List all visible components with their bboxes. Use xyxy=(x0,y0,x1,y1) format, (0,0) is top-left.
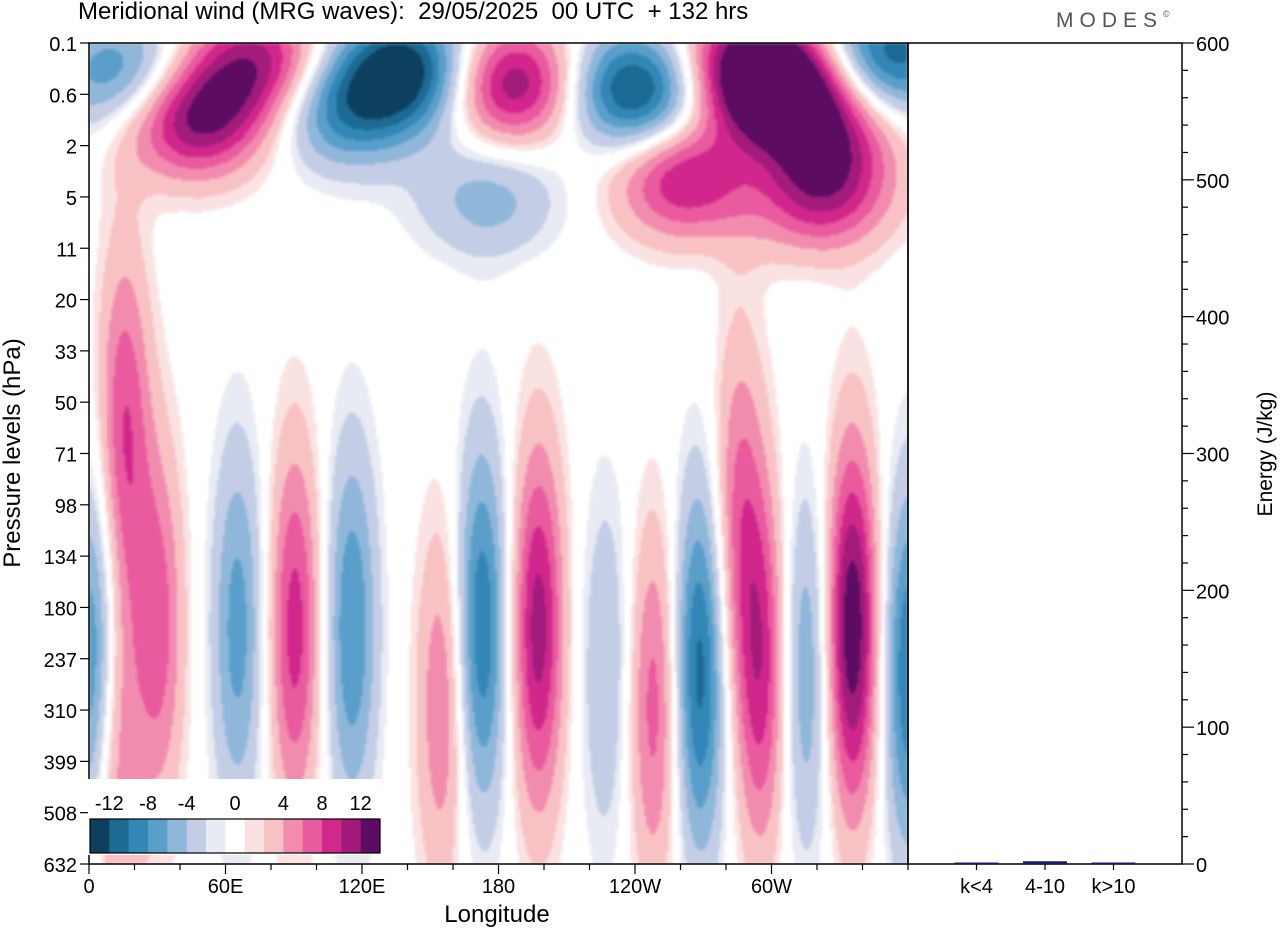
energy-tick-label: 200 xyxy=(1196,581,1229,603)
colorbar-swatch xyxy=(225,819,246,853)
y-tick-label: 50 xyxy=(55,393,77,415)
energy-tick-label: 600 xyxy=(1196,34,1229,56)
colorbar-swatch xyxy=(148,819,168,853)
energy-bar xyxy=(1091,862,1136,864)
colorbar-swatch xyxy=(244,819,265,853)
colorbar-label: -4 xyxy=(178,793,196,815)
energy-tick-label: 400 xyxy=(1196,308,1229,330)
energy-category-label: k<4 xyxy=(960,876,993,898)
x-tick-label: 180 xyxy=(482,876,515,898)
colorbar-swatch xyxy=(360,819,381,853)
y-tick-label: 399 xyxy=(44,752,77,774)
energy-tick-label: 100 xyxy=(1196,718,1229,740)
chart-title: Meridional wind (MRG waves): 29/05/2025 … xyxy=(78,0,749,25)
colorbar-swatch xyxy=(341,819,362,853)
colorbar-label: 0 xyxy=(229,793,240,815)
heatmap-field xyxy=(89,43,908,864)
energy-tick-label: 500 xyxy=(1196,171,1229,193)
x-tick-label: 60W xyxy=(751,876,792,898)
colorbar-label: 12 xyxy=(350,793,372,815)
y-tick-label: 20 xyxy=(55,291,77,313)
x-tick-label: 0 xyxy=(83,876,94,898)
energy-category-label: k>10 xyxy=(1092,876,1136,898)
y-tick-label: 0.6 xyxy=(49,85,77,107)
y-tick-label: 310 xyxy=(44,701,77,723)
colorbar-swatch xyxy=(128,819,149,853)
energy-axes: 0 100 200 300 400 500 600 k<4 4-10 k>10 xyxy=(907,34,1229,898)
energy-frame xyxy=(907,42,1183,865)
x-tick-label: 120E xyxy=(339,876,386,898)
heatmap-axes: 0.1 0.6 2 5 11 20 33 50 71 98 134 180 237 310 399 508 63… xyxy=(44,34,909,898)
energy-tick-label: 0 xyxy=(1196,855,1207,877)
brand-logo: MODES© xyxy=(1056,9,1170,33)
colorbar-label: -8 xyxy=(139,793,157,815)
brand-mark: © xyxy=(1163,9,1170,19)
energy-bar xyxy=(1023,861,1067,864)
colorbar-label: 8 xyxy=(316,793,327,815)
colorbar-swatch xyxy=(206,819,226,853)
y-tick-label: 33 xyxy=(55,342,77,364)
y-tick-label: 508 xyxy=(44,804,77,826)
x-tick-label: 120W xyxy=(609,876,661,898)
y-tick-label: 11 xyxy=(56,239,77,261)
brand-text: MODES xyxy=(1056,9,1164,32)
colorbar-swatch xyxy=(186,819,207,853)
colorbar-swatch xyxy=(109,819,130,853)
y-tick-label: 237 xyxy=(44,650,77,672)
colorbar-label: -12 xyxy=(95,793,124,815)
y-tick-label: 2 xyxy=(66,137,77,159)
colorbar: -12 -8 -4 0 4 8 12 xyxy=(88,779,382,855)
y-tick-label: 5 xyxy=(66,188,77,210)
energy-tick-label: 300 xyxy=(1196,445,1229,467)
colorbar-swatch xyxy=(302,819,323,853)
y-tick-label: 0.1 xyxy=(49,34,77,56)
colorbar-swatch xyxy=(90,819,110,853)
energy-axis-label: Energy (J/kg) xyxy=(1254,392,1277,517)
energy-bar xyxy=(954,862,999,864)
y-axis-label: Pressure levels (hPa) xyxy=(0,338,26,567)
y-tick-label: 71 xyxy=(55,445,77,467)
colorbar-frame xyxy=(89,818,381,854)
colorbar-swatch xyxy=(167,819,188,853)
y-tick-label: 98 xyxy=(55,496,77,518)
x-tick-label: 60E xyxy=(208,876,244,898)
y-tick-label: 180 xyxy=(44,598,77,620)
x-axis-label: Longitude xyxy=(444,901,549,928)
energy-category-label: 4-10 xyxy=(1025,876,1065,898)
colorbar-swatch xyxy=(322,819,342,853)
colorbar-swatch xyxy=(283,819,304,853)
colorbar-swatch xyxy=(264,819,284,853)
colorbar-label: 4 xyxy=(278,793,289,815)
y-tick-label: 134 xyxy=(44,547,77,569)
y-tick-label: 632 xyxy=(44,855,77,877)
